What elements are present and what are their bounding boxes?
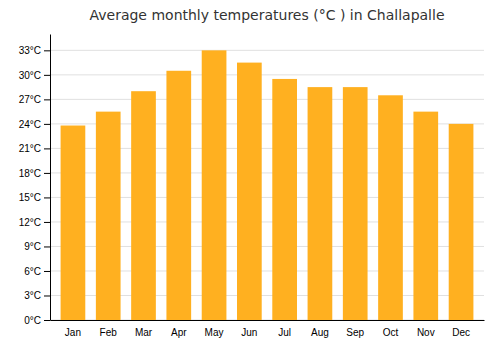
tick-mark xyxy=(44,75,50,76)
grid-line xyxy=(50,99,484,100)
tick-mark xyxy=(44,295,50,296)
tick: May xyxy=(205,327,224,338)
title: Average monthly temperatures (°C ) in Ch… xyxy=(89,7,444,23)
tick-mark xyxy=(44,148,50,149)
grid xyxy=(50,50,484,320)
bar xyxy=(378,95,403,320)
tick: Sep xyxy=(346,327,364,338)
bar xyxy=(272,79,297,320)
tick: Mar xyxy=(135,327,153,338)
tick: Jun xyxy=(241,327,257,338)
tick: Feb xyxy=(100,327,118,338)
tick-label: Oct xyxy=(383,327,399,338)
tick-label: 0°C xyxy=(24,315,41,326)
tick-label: 21°C xyxy=(19,143,41,154)
tick-mark xyxy=(44,124,50,125)
bar xyxy=(237,63,262,320)
tick: 12°C xyxy=(19,217,50,228)
grid-line xyxy=(50,50,484,51)
tick-label: 6°C xyxy=(24,266,41,277)
tick-label: Nov xyxy=(417,327,435,338)
bar xyxy=(131,91,156,320)
bar xyxy=(308,87,333,320)
tick: Jul xyxy=(278,327,291,338)
tick-label: Jun xyxy=(241,327,257,338)
tick-label: Mar xyxy=(135,327,153,338)
tick-label: 30°C xyxy=(19,70,41,81)
tick-mark xyxy=(44,197,50,198)
tick: Nov xyxy=(417,327,435,338)
tick-label: 24°C xyxy=(19,119,41,130)
tick-label: 33°C xyxy=(19,45,41,56)
tick: Oct xyxy=(383,327,399,338)
tick-label: Jan xyxy=(65,327,81,338)
tick: 21°C xyxy=(19,143,50,154)
tick-label: Feb xyxy=(100,327,118,338)
tick-label: Aug xyxy=(311,327,329,338)
tick-label: Sep xyxy=(346,327,364,338)
tick-label: May xyxy=(205,327,224,338)
tick-label: Apr xyxy=(171,327,187,338)
tick-label: Jul xyxy=(278,327,291,338)
tick-label: Dec xyxy=(452,327,470,338)
bar xyxy=(202,50,227,320)
tick-label: 12°C xyxy=(19,217,41,228)
tick: Jan xyxy=(65,327,81,338)
y-axis: 0°C 3°C 6°C 9°C 12°C 15°C 18°C 21°C 24°C 27°C 30°C… xyxy=(19,35,51,326)
bar xyxy=(449,124,474,320)
tick-label: 9°C xyxy=(24,241,41,252)
tick-mark xyxy=(44,173,50,174)
tick: 0°C xyxy=(24,315,50,326)
tick: 15°C xyxy=(19,192,50,203)
tick-label: 15°C xyxy=(19,192,41,203)
grid-line xyxy=(50,74,484,75)
tick-label: 27°C xyxy=(19,94,41,105)
tick-mark xyxy=(44,271,50,272)
tick-label: 18°C xyxy=(19,168,41,179)
tick: Aug xyxy=(311,327,329,338)
tick-mark xyxy=(44,99,50,100)
tick-mark xyxy=(44,320,50,321)
bar xyxy=(413,112,438,320)
tick-mark xyxy=(44,50,50,51)
x-axis: Jan Feb Mar Apr May Jun Jul Aug Sep Oct Nov Dec xyxy=(51,321,485,339)
bars xyxy=(61,50,474,320)
tick-label: 3°C xyxy=(24,290,41,301)
tick: 27°C xyxy=(19,94,50,105)
tick: 3°C xyxy=(24,290,50,301)
bar xyxy=(96,112,121,320)
tick: Dec xyxy=(452,327,470,338)
tick-mark xyxy=(44,246,50,247)
tick: 24°C xyxy=(19,119,50,130)
axis-line xyxy=(51,320,485,321)
plot: 0°C 3°C 6°C 9°C 12°C 15°C 18°C 21°C 24°C 27°C 30°C… xyxy=(19,35,485,339)
tick: 33°C xyxy=(19,45,50,56)
tick: 6°C xyxy=(24,266,50,277)
bar xyxy=(166,71,191,320)
bar xyxy=(61,126,86,320)
axis-line xyxy=(50,35,51,321)
tick: Apr xyxy=(171,327,187,338)
tick: 30°C xyxy=(19,70,50,81)
tick: 18°C xyxy=(19,168,50,179)
chart: 0°C 3°C 6°C 9°C 12°C 15°C 18°C 21°C 24°C 27°C 30°C… xyxy=(0,0,500,350)
bar xyxy=(343,87,368,320)
tick: 9°C xyxy=(24,241,50,252)
tick-mark xyxy=(44,222,50,223)
